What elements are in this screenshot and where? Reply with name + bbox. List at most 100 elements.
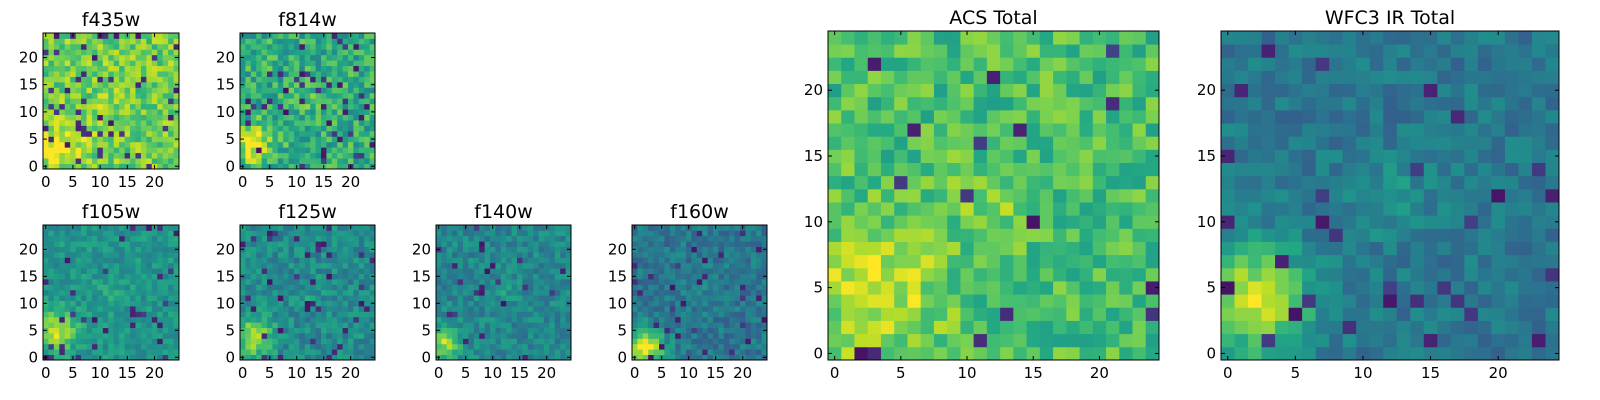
heatmap-cell [119,54,125,61]
heatmap-cell [348,230,354,237]
heatmap-cell [70,284,77,291]
heatmap-cell [637,262,644,269]
heatmap-cell [256,71,262,77]
heatmap-cell [326,338,333,345]
heatmap-cell [648,246,654,253]
heatmap-cell [1356,254,1371,269]
heatmap-cell [240,71,246,77]
heatmap-cell [1079,70,1094,85]
heatmap-cell [522,252,529,258]
heatmap-cell [250,141,257,148]
heatmap-cell [91,246,98,253]
heatmap-cell [756,354,762,361]
heatmap-cell [1410,215,1425,229]
heatmap-cell [245,262,252,269]
heatmap-cell [867,267,882,282]
heatmap-cell [315,262,322,269]
heatmap-cell [452,284,458,291]
heatmap-cell [267,43,273,50]
heatmap-cell [632,349,638,355]
heatmap-cell [310,252,316,258]
x-tick-label: 15 [1024,364,1043,382]
heatmap-cell [59,241,66,247]
heatmap-cell [162,114,169,121]
heatmap-cell [315,354,322,361]
heatmap-cell [1329,228,1344,242]
heatmap-cell [867,149,882,163]
heatmap-cell [1275,320,1289,335]
heatmap-cell [102,257,109,264]
heatmap-cell [723,343,730,350]
heatmap-cell [321,284,327,291]
heatmap-cell [267,114,273,121]
heatmap-cell [490,311,496,318]
heatmap-cell [358,300,365,307]
heatmap-cell [240,279,246,285]
heatmap-cell [1410,346,1425,361]
heatmap-cell [256,87,262,94]
heatmap-cell [135,241,142,247]
heatmap-cell [756,257,762,264]
heatmap-cell [554,273,561,280]
heatmap-cell [135,60,142,67]
heatmap-cell [1000,202,1014,216]
heatmap-cell [64,81,71,88]
heatmap-cell [86,141,93,148]
heatmap-cell [162,295,169,301]
heatmap-cell [522,333,529,339]
heatmap-cell [560,235,566,242]
heatmap-cell [124,252,131,258]
heatmap-cell [867,70,882,85]
heatmap-cell [294,38,300,45]
heatmap-cell [718,246,725,253]
heatmap-cell [1145,307,1160,321]
heatmap-cell [648,338,654,345]
heatmap-cell [151,158,158,164]
heatmap-cell [173,279,180,285]
heatmap-cell [342,252,349,258]
heatmap-cell [441,268,448,274]
heatmap-cell [1039,202,1054,216]
heatmap-cell [288,141,295,148]
heatmap-cell [294,158,300,164]
heatmap-cell [168,316,174,323]
heatmap-cell [495,306,502,312]
heatmap-cell [240,103,246,110]
heatmap-cell [544,235,550,242]
heatmap-cell [348,87,354,94]
heatmap-cell [299,284,306,291]
heatmap-cell [173,141,180,148]
heatmap-cell [538,306,545,312]
heatmap-cell [740,349,746,355]
heatmap-cell [691,322,698,328]
heatmap-cell [358,125,365,132]
heatmap-cell [261,273,268,280]
heatmap-cell [315,316,322,323]
heatmap-cell [140,262,147,269]
heatmap-cell [135,92,142,99]
heatmap-cell [544,230,550,237]
heatmap-cell [1545,281,1560,295]
heatmap-cell [326,311,333,318]
heatmap-cell [696,268,703,274]
heatmap-cell [130,300,136,307]
heatmap-cell [321,136,327,143]
heatmap-cell [880,228,895,242]
heatmap-cell [53,114,60,121]
heatmap-cell [108,109,115,115]
heatmap-cell [1053,346,1067,361]
heatmap-cell [64,141,71,148]
heatmap-cell [304,125,311,132]
heatmap-cell [151,87,158,94]
heatmap-cell [151,109,158,115]
heatmap-cell [707,343,714,350]
heatmap-cell [364,71,370,77]
heatmap-cell [696,306,703,312]
heatmap-cell [337,306,343,312]
heatmap-cell [86,252,93,258]
heatmap-cell [124,147,131,154]
heatmap-cell [452,316,458,323]
heatmap-cell [113,33,120,39]
heatmap-cell [500,306,507,312]
